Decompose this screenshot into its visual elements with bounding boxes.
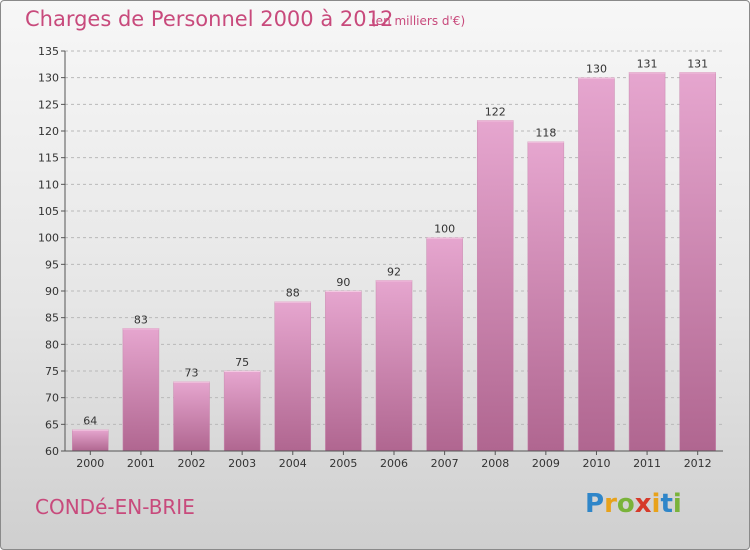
x-tick-label: 2000 bbox=[76, 457, 104, 470]
logo-letter: P bbox=[585, 489, 605, 519]
bar-value-label: 100 bbox=[434, 223, 455, 236]
bar bbox=[578, 77, 615, 452]
bar bbox=[476, 120, 514, 452]
proxiti-logo: Proxiti bbox=[585, 489, 682, 519]
bar bbox=[628, 72, 666, 452]
bars bbox=[72, 72, 716, 452]
y-tick-label: 120 bbox=[38, 125, 59, 138]
y-tick-label: 85 bbox=[45, 312, 59, 325]
bar-value-label: 88 bbox=[286, 287, 300, 300]
bar bbox=[72, 429, 109, 452]
x-tick-label: 2006 bbox=[380, 457, 408, 470]
bar bbox=[274, 301, 312, 452]
x-tick-label: 2011 bbox=[633, 457, 661, 470]
x-tick-label: 2008 bbox=[481, 457, 509, 470]
bar-value-label: 73 bbox=[185, 367, 199, 380]
bar-value-label: 83 bbox=[134, 313, 148, 326]
commune-name: CONDé-EN-BRIE bbox=[35, 495, 195, 519]
bar bbox=[527, 141, 565, 452]
bar bbox=[173, 381, 210, 452]
bar-value-label: 131 bbox=[687, 57, 708, 70]
x-tick-label: 2003 bbox=[228, 457, 256, 470]
y-tick-label: 105 bbox=[38, 205, 59, 218]
bar bbox=[325, 290, 362, 452]
logo-letter: x bbox=[634, 489, 652, 519]
y-tick-label: 125 bbox=[38, 98, 59, 111]
logo-letter: t bbox=[660, 489, 673, 519]
x-tick-label: 2010 bbox=[582, 457, 610, 470]
x-tick-label: 2002 bbox=[178, 457, 206, 470]
y-tick-label: 60 bbox=[45, 445, 59, 458]
bar-value-label: 92 bbox=[387, 265, 401, 278]
chart-title: Charges de Personnel 2000 à 2012 bbox=[25, 7, 394, 31]
chart-unit: (en milliers d'€) bbox=[371, 14, 466, 28]
y-tick-label: 80 bbox=[45, 338, 59, 351]
logo-letter: o bbox=[616, 489, 635, 519]
x-tick-label: 2004 bbox=[279, 457, 307, 470]
bar-value-label: 64 bbox=[83, 415, 97, 428]
bar-value-label: 118 bbox=[535, 127, 556, 140]
bar bbox=[375, 280, 413, 452]
axes bbox=[61, 50, 723, 455]
logo-letter: i bbox=[651, 489, 661, 519]
y-tick-label: 110 bbox=[38, 178, 59, 191]
bar bbox=[679, 72, 716, 452]
logo-letter: r bbox=[604, 489, 617, 519]
x-tick-label: 2001 bbox=[127, 457, 155, 470]
y-tick-label: 130 bbox=[38, 72, 59, 85]
logo-letter: i bbox=[672, 489, 682, 519]
bar bbox=[122, 328, 160, 452]
bar-value-label: 75 bbox=[235, 356, 249, 369]
x-tick-label: 2005 bbox=[329, 457, 357, 470]
x-tick-label: 2009 bbox=[532, 457, 560, 470]
bar-value-label: 122 bbox=[485, 105, 506, 118]
y-tick-label: 65 bbox=[45, 418, 59, 431]
bar bbox=[223, 370, 261, 452]
y-tick-label: 75 bbox=[45, 365, 59, 378]
y-tick-label: 90 bbox=[45, 285, 59, 298]
labels: 60 65 70 75 80 85 90 95 100 105 110 115 120 125 130 135… bbox=[38, 45, 712, 470]
y-tick-label: 100 bbox=[38, 232, 59, 245]
bar-value-label: 90 bbox=[336, 276, 350, 289]
bar-value-label: 130 bbox=[586, 63, 607, 76]
y-tick-label: 115 bbox=[38, 152, 59, 165]
x-tick-label: 2012 bbox=[684, 457, 712, 470]
x-tick-label: 2007 bbox=[431, 457, 459, 470]
y-tick-label: 135 bbox=[38, 45, 59, 58]
bar bbox=[426, 237, 463, 452]
bar-value-label: 131 bbox=[637, 57, 658, 70]
y-tick-label: 70 bbox=[45, 392, 59, 405]
y-tick-label: 95 bbox=[45, 258, 59, 271]
